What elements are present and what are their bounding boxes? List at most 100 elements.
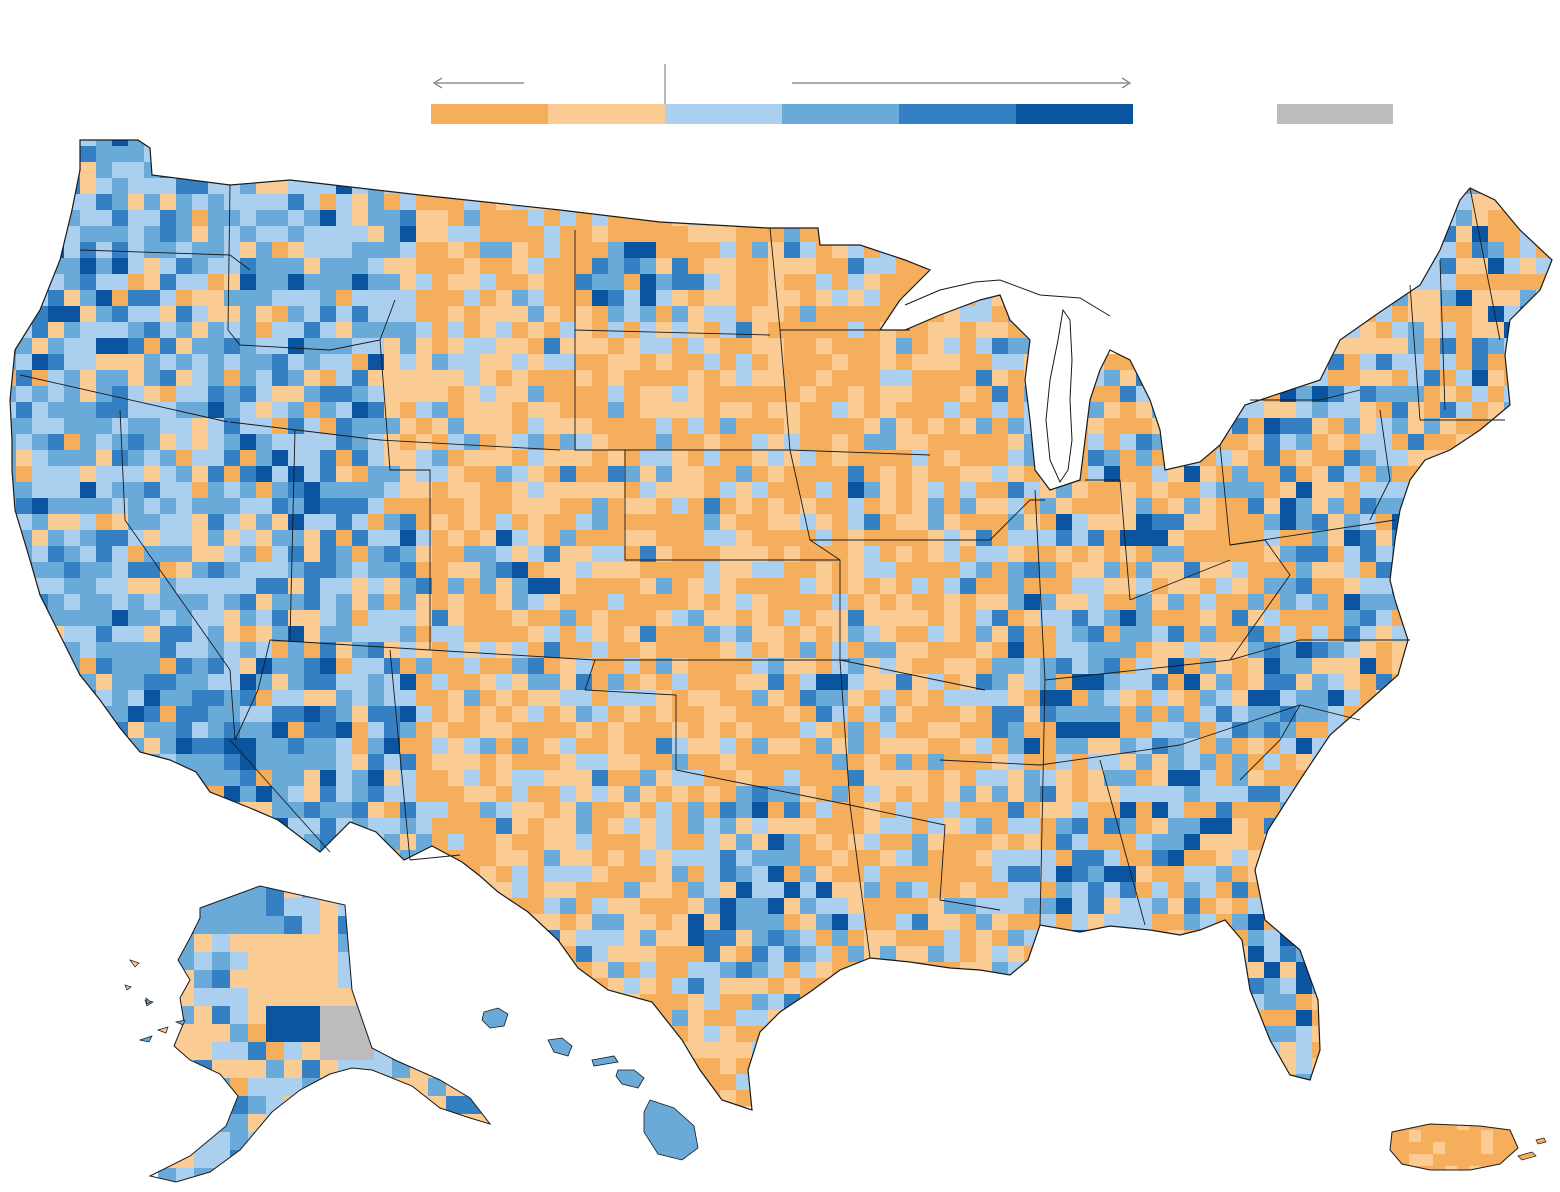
county-cell	[320, 674, 337, 691]
county-cell	[880, 514, 897, 531]
county-cell	[32, 530, 49, 547]
county-cell	[960, 450, 977, 467]
county-cell	[272, 802, 289, 819]
county-cell	[240, 178, 257, 195]
county-cell	[784, 834, 801, 851]
county-cell	[720, 722, 737, 739]
county-cell	[400, 802, 417, 819]
county-cell	[1168, 786, 1185, 803]
county-cell	[816, 898, 833, 915]
county-cell	[1200, 690, 1217, 707]
county-cell	[448, 642, 465, 659]
county-cell	[480, 626, 497, 643]
county-cell	[624, 370, 641, 387]
county-cell	[784, 226, 801, 243]
county-cell	[816, 738, 833, 755]
county-cell	[976, 706, 993, 723]
county-cell	[704, 530, 721, 547]
county-cell	[1440, 258, 1457, 275]
county-cell	[624, 690, 641, 707]
county-cell	[864, 530, 881, 547]
county-cell	[768, 338, 785, 355]
county-cell	[272, 450, 289, 467]
county-cell	[1328, 546, 1345, 563]
county-cell	[496, 722, 513, 739]
county-cell	[160, 226, 177, 243]
county-cell	[224, 594, 241, 611]
county-cell	[480, 258, 497, 275]
county-cell	[608, 482, 625, 499]
county-cell	[672, 226, 689, 243]
county-cell	[624, 242, 641, 259]
county-cell	[1104, 482, 1121, 499]
county-cell	[64, 530, 81, 547]
county-cell	[512, 562, 529, 579]
county-cell	[194, 934, 213, 953]
county-cell	[512, 498, 529, 515]
county-cell	[304, 178, 321, 195]
county-cell	[1184, 578, 1201, 595]
county-cell	[416, 754, 433, 771]
county-cell	[230, 1006, 249, 1025]
county-cell	[784, 690, 801, 707]
county-cell	[768, 898, 785, 915]
county-cell	[1168, 818, 1185, 835]
county-cell	[784, 754, 801, 771]
county-cell	[752, 834, 769, 851]
county-cell	[688, 482, 705, 499]
county-cell	[896, 562, 913, 579]
county-cell	[1472, 386, 1489, 403]
county-cell	[992, 786, 1009, 803]
county-cell	[544, 466, 561, 483]
county-cell	[880, 626, 897, 643]
county-cell	[640, 562, 657, 579]
county-cell	[944, 578, 961, 595]
county-cell	[512, 242, 529, 259]
county-cell	[752, 226, 769, 243]
county-cell	[288, 370, 305, 387]
county-cell	[1296, 562, 1313, 579]
county-cell	[284, 898, 303, 917]
county-cell	[1072, 578, 1089, 595]
county-cell	[256, 514, 273, 531]
county-cell	[416, 418, 433, 435]
county-cell	[1392, 562, 1409, 579]
county-cell	[640, 882, 657, 899]
legend-swatch-growth-4	[1016, 104, 1133, 124]
county-cell	[640, 290, 657, 307]
county-cell	[480, 802, 497, 819]
county-cell	[272, 466, 289, 483]
alaska-outline	[148, 885, 492, 1183]
county-cell	[338, 1042, 357, 1061]
county-cell	[144, 146, 161, 163]
county-cell	[16, 338, 33, 355]
county-cell	[224, 370, 241, 387]
county-cell	[240, 610, 257, 627]
county-cell	[528, 642, 545, 659]
county-cell	[1440, 194, 1457, 211]
county-cell	[48, 258, 65, 275]
county-cell	[144, 626, 161, 643]
county-cell	[464, 370, 481, 387]
county-cell	[816, 466, 833, 483]
county-cell	[464, 754, 481, 771]
county-cell	[608, 962, 625, 979]
county-cell	[446, 1078, 465, 1097]
county-cell	[336, 722, 353, 739]
county-cell	[1152, 562, 1169, 579]
county-cell	[1184, 706, 1201, 723]
county-cell	[672, 914, 689, 931]
county-cell	[416, 818, 433, 835]
county-cell	[1168, 610, 1185, 627]
county-cell	[1088, 786, 1105, 803]
county-cell	[352, 194, 369, 211]
county-cell	[1248, 450, 1265, 467]
county-cell	[248, 898, 267, 917]
county-cell	[512, 354, 529, 371]
county-cell	[248, 1024, 267, 1043]
county-cell	[448, 514, 465, 531]
county-cell	[528, 498, 545, 515]
county-cell	[288, 178, 305, 195]
county-cell	[224, 642, 241, 659]
county-cell	[1200, 850, 1217, 867]
